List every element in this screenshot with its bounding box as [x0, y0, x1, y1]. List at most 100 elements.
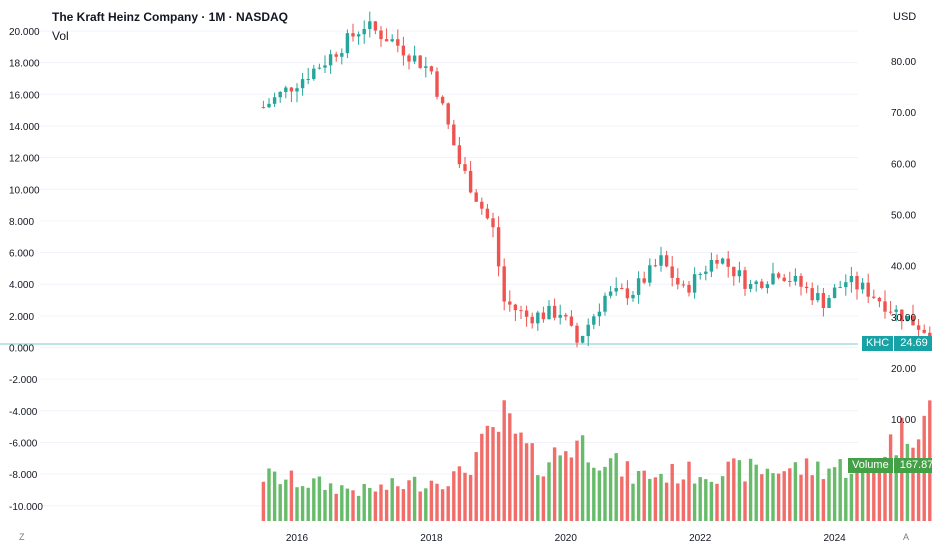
candle-body — [754, 281, 758, 285]
candle-body — [496, 227, 501, 267]
candle-body — [575, 325, 579, 343]
candle-body — [407, 55, 411, 62]
candle-body — [474, 192, 478, 202]
candle-body — [424, 66, 428, 68]
candle-body — [804, 286, 809, 289]
volume-indicator-label[interactable]: Vol — [52, 29, 69, 43]
volume-bar — [648, 478, 652, 521]
left-axis-tick: -2.000 — [9, 375, 38, 386]
volume-tag: Volume 167.87M — [848, 458, 932, 473]
volume-bar — [720, 476, 725, 521]
candle-body — [849, 275, 854, 283]
volume-bar — [793, 462, 798, 521]
volume-bar — [821, 479, 826, 521]
currency-label[interactable]: USD — [893, 11, 917, 23]
candle-body — [373, 21, 378, 31]
volume-bar — [480, 433, 484, 521]
candle-body — [524, 310, 529, 317]
candle-body — [295, 88, 299, 92]
volume-bar — [373, 491, 378, 521]
candle-body — [468, 170, 473, 193]
volume-bar — [799, 474, 803, 521]
volume-bar — [916, 439, 921, 521]
volume-bar — [558, 455, 562, 521]
candle-body — [793, 275, 798, 282]
volume-bar — [704, 479, 708, 521]
price-tag-symbol: KHC — [862, 336, 895, 351]
zoom-icon[interactable]: Z — [19, 532, 25, 542]
volume-bar — [620, 476, 624, 521]
volume-bar — [804, 458, 809, 521]
volume-bar — [468, 474, 473, 521]
volume-bar — [418, 491, 422, 521]
candle-body — [351, 33, 355, 37]
volume-bar — [586, 462, 590, 521]
candle-body — [312, 68, 316, 79]
candle-body — [345, 33, 350, 54]
left-axis: 20.000 18.000 16.000 14.000 12.000 10.000 8.00… — [9, 27, 43, 513]
candle-body — [715, 260, 719, 264]
left-axis-tick: 12.000 — [9, 154, 40, 165]
candle-body — [782, 277, 786, 281]
volume-bar — [905, 443, 910, 521]
candle-body — [681, 284, 686, 286]
volume-bar — [541, 476, 546, 521]
volume-bar — [384, 489, 389, 521]
volume-bar — [524, 443, 529, 521]
candle-body — [687, 284, 691, 293]
candle-body — [776, 273, 781, 278]
candle-body — [379, 30, 383, 40]
volume-bar — [508, 413, 512, 521]
volume-bar — [340, 485, 344, 521]
volume-bar — [351, 490, 355, 521]
volume-bar — [743, 481, 747, 521]
candle-body — [732, 266, 736, 277]
candle-body — [440, 96, 445, 104]
volume-bar — [575, 440, 579, 521]
candle-body — [558, 314, 562, 318]
candle-body — [429, 66, 434, 72]
left-axis-tick: -10.000 — [9, 502, 43, 513]
volume-bar — [771, 473, 775, 521]
left-axis-tick: 14.000 — [9, 122, 40, 133]
candle-body — [457, 145, 462, 165]
left-axis-tick: 8.000 — [9, 217, 34, 228]
volume-bar — [732, 458, 736, 521]
volume-bar — [631, 483, 635, 521]
candle-body — [384, 39, 389, 42]
candle-body — [737, 270, 742, 277]
volume-bar — [636, 471, 641, 521]
volume-bar — [362, 483, 366, 521]
candle-body — [390, 39, 394, 42]
volume-bar — [396, 486, 400, 521]
volume-bar — [390, 478, 394, 521]
volume-bar — [267, 468, 271, 521]
candle-body — [401, 45, 406, 56]
volume-bar — [496, 431, 501, 521]
candle-body — [900, 309, 904, 322]
candle-body — [760, 281, 764, 288]
candle-body — [267, 103, 271, 108]
volume-bar — [726, 461, 730, 521]
volume-bar — [687, 461, 691, 521]
volume-bars — [261, 400, 932, 521]
volume-bar — [435, 483, 439, 521]
candle-body — [480, 201, 484, 209]
time-axis-tick: 2022 — [689, 533, 712, 544]
volume-bar — [659, 473, 663, 521]
time-axis-tick: 2024 — [823, 533, 846, 544]
right-axis-tick: 70.00 — [891, 108, 916, 119]
volume-bar — [816, 461, 820, 521]
volume-bar — [317, 476, 322, 521]
left-axis-tick: 20.000 — [9, 27, 40, 38]
candle-body — [362, 28, 366, 35]
candle-body — [620, 287, 624, 289]
auto-scale-icon[interactable]: A — [903, 532, 910, 542]
candle-body — [844, 282, 848, 288]
left-axis-tick: -8.000 — [9, 470, 38, 481]
candle-body — [625, 288, 630, 299]
candle-body — [446, 103, 450, 125]
volume-bar — [323, 489, 327, 521]
volume-bar — [457, 466, 462, 521]
